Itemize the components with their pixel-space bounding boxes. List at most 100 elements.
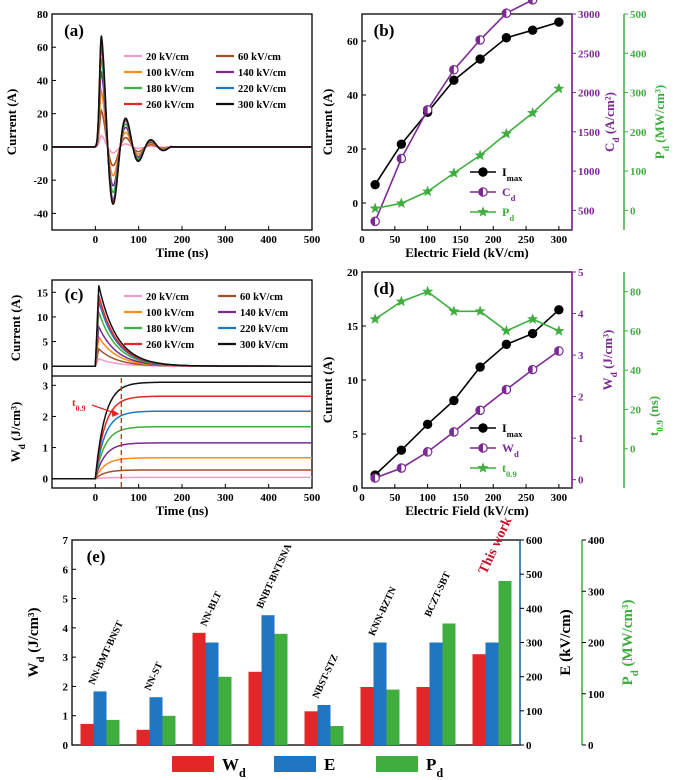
- category-label: BCZT-SBT: [423, 570, 454, 619]
- legend-label: Wd: [222, 755, 246, 780]
- data-point-Pd: [553, 82, 565, 94]
- right-tick-label: 1: [578, 433, 584, 445]
- data-point-Wd: [370, 473, 380, 483]
- data-point-Imax: [527, 328, 538, 339]
- data-point-Wd: [527, 364, 538, 375]
- series-line-260-kV/cm: [52, 40, 312, 203]
- t09-label: t0.9: [72, 397, 86, 413]
- data-point-Pd: [422, 185, 434, 197]
- y-tick-label: 60: [347, 36, 359, 48]
- data-point-Imax: [475, 54, 485, 64]
- right-tick-label: 300: [588, 586, 605, 598]
- x-tick-label: 250: [518, 234, 535, 246]
- data-point-Wd: [449, 427, 459, 437]
- legend-marker: [478, 187, 488, 197]
- marker-half: [423, 105, 428, 115]
- y-tick-label: 5: [353, 429, 359, 441]
- right-tick-label: 0: [630, 444, 636, 456]
- data-point-Wd: [554, 346, 564, 356]
- marker-half: [478, 187, 483, 197]
- x-tick-label: 100: [130, 492, 147, 504]
- right-tick-label: 0: [630, 205, 636, 217]
- x-tick-label: 0: [359, 234, 365, 246]
- bar-Wd: [136, 729, 150, 745]
- energy-line-260-kV/cm: [52, 395, 312, 480]
- x-tick-label: 200: [485, 492, 502, 504]
- right-tick-label: 300: [526, 638, 543, 650]
- y-tick-label: 10: [37, 312, 49, 324]
- y-tick-label: 4: [63, 623, 69, 635]
- legend-swatch: [172, 756, 214, 772]
- data-point-t0.9: [395, 295, 407, 307]
- energy-line-140-kV/cm: [52, 442, 312, 480]
- x-tick-label: 300: [217, 492, 234, 504]
- marker-half: [475, 35, 481, 45]
- current-line-300-kV/cm: [52, 285, 312, 367]
- bar-Wd: [360, 687, 374, 745]
- y-tick-label: 80: [37, 9, 49, 21]
- marker-half: [370, 473, 376, 483]
- right-tick-label: 200: [588, 638, 605, 650]
- legend-label: t0.9: [502, 461, 517, 479]
- pd-axis-label-e: Pd (MW/cm³): [620, 600, 641, 686]
- legend-label: E: [324, 755, 335, 774]
- y-axis-label-d: Current (A): [320, 357, 335, 424]
- data-point-Pd: [395, 197, 407, 208]
- legend-label: Cd: [502, 185, 516, 203]
- data-point-Cd: [422, 105, 433, 115]
- bar-Pd: [498, 581, 512, 745]
- data-point-Imax: [554, 305, 564, 315]
- y-tick-label: 15: [347, 321, 359, 333]
- x-tick-label: 300: [217, 234, 234, 246]
- panel-b-frame: [361, 13, 573, 231]
- bar-E: [149, 697, 163, 745]
- bar-Pd: [274, 633, 288, 745]
- y-axis-label-c-bottom: Wd (J/cm³): [8, 402, 28, 463]
- y-tick-label: 0: [43, 361, 49, 373]
- bar-Pd: [386, 689, 400, 745]
- y-tick-label: 60: [37, 42, 49, 54]
- data-point-Imax: [554, 17, 564, 27]
- data-point-Cd: [475, 35, 485, 45]
- marker-half: [502, 9, 507, 18]
- marker-half: [528, 365, 533, 374]
- panel-d-frame: [361, 271, 573, 489]
- y-tick-label: 0: [43, 142, 49, 154]
- y-tick-label: -40: [33, 208, 48, 220]
- panel-label-b: (b): [374, 21, 395, 40]
- right-tick-label: 0: [578, 475, 584, 487]
- y-tick-label: 15: [37, 287, 49, 299]
- series-line-300-kV/cm: [52, 35, 312, 206]
- legend-label: 300 kV/cm: [240, 340, 288, 351]
- x-tick-label: 150: [452, 234, 469, 246]
- right-tick-label: 0: [588, 740, 594, 752]
- cd-axis-label: Cd (A/cm²): [602, 92, 622, 152]
- legend-label: Wd: [502, 441, 519, 459]
- legend-marker: [478, 167, 488, 177]
- bar-Wd: [304, 711, 318, 745]
- data-point-Wd: [475, 405, 485, 416]
- panel-label-e: (e): [87, 547, 106, 566]
- right-tick-label: 500: [526, 569, 543, 581]
- x-axis-label-a: Time (ns): [156, 245, 209, 260]
- category-label: NBST-STZ: [311, 652, 341, 700]
- right-tick-label: 500: [578, 205, 595, 217]
- bar-Pd: [106, 719, 120, 745]
- bar-E: [317, 705, 331, 745]
- bar-Pd: [162, 715, 176, 745]
- legend-label: 180 kV/cm: [146, 84, 194, 95]
- legend-label: Imax: [502, 165, 523, 183]
- legend-label: 300 kV/cm: [238, 100, 286, 111]
- right-tick-label: 400: [588, 535, 605, 547]
- x-tick-label: 500: [304, 492, 321, 504]
- data-point-Imax: [396, 445, 407, 455]
- marker-half: [423, 447, 428, 457]
- x-tick-label: 100: [419, 234, 436, 246]
- marker-half: [502, 385, 507, 394]
- y-tick-label: 3: [63, 652, 69, 664]
- bar-Wd: [248, 671, 262, 745]
- right-tick-label: 0: [526, 740, 532, 752]
- bar-E: [373, 642, 387, 745]
- x-tick-label: 200: [174, 492, 191, 504]
- y-tick-label: 0: [353, 483, 359, 495]
